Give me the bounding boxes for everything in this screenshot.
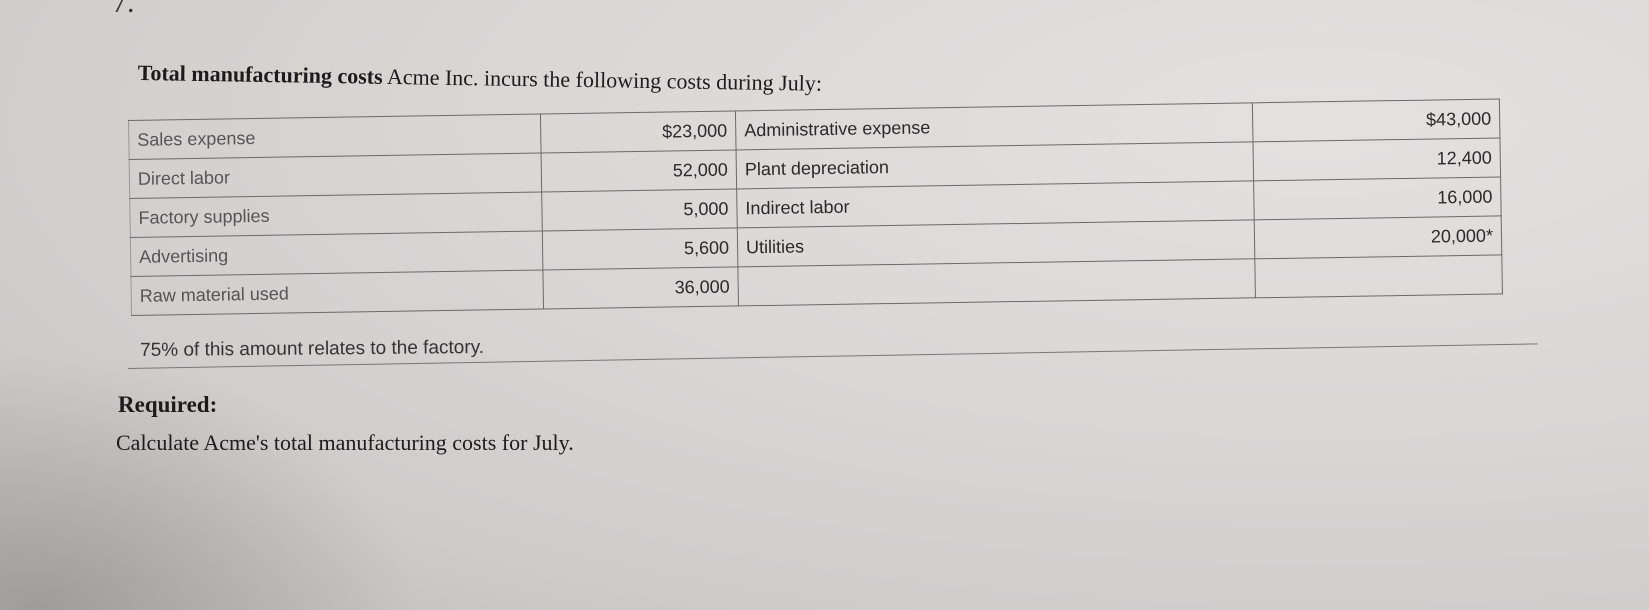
cost-value: 12,400 — [1252, 137, 1501, 181]
cost-value: 20,000* — [1254, 215, 1502, 259]
cost-label: Sales expense — [128, 114, 542, 160]
question-number: 7. — [112, 0, 135, 19]
cost-label: Raw material used — [130, 270, 544, 316]
title-rest: Acme Inc. incurs the following costs dur… — [382, 63, 823, 96]
cost-value: $23,000 — [540, 110, 737, 154]
title-bold: Total manufacturing costs — [137, 60, 383, 89]
cost-value: 5,000 — [541, 188, 738, 232]
cost-table: Sales expense $23,000 Administrative expen… — [128, 98, 1503, 316]
cost-value: $43,000 — [1252, 98, 1500, 142]
cost-value — [1254, 254, 1503, 298]
cost-value: 52,000 — [541, 149, 737, 193]
cost-value: 36,000 — [542, 266, 739, 309]
cost-label: Direct labor — [129, 153, 542, 199]
problem-title: Total manufacturing costs Acme Inc. incu… — [138, 60, 823, 97]
footnote: 75% of this amount relates to the factor… — [140, 336, 485, 361]
cost-value: 16,000 — [1253, 176, 1502, 220]
required-heading: Required: — [118, 392, 218, 417]
cost-label: Advertising — [130, 231, 543, 277]
cost-label — [737, 258, 1256, 306]
required-text: Calculate Acme's total manufacturing cos… — [116, 430, 574, 455]
cost-label: Factory supplies — [129, 192, 543, 238]
cost-value: 5,600 — [542, 227, 738, 271]
photo-shadow — [0, 350, 420, 610]
